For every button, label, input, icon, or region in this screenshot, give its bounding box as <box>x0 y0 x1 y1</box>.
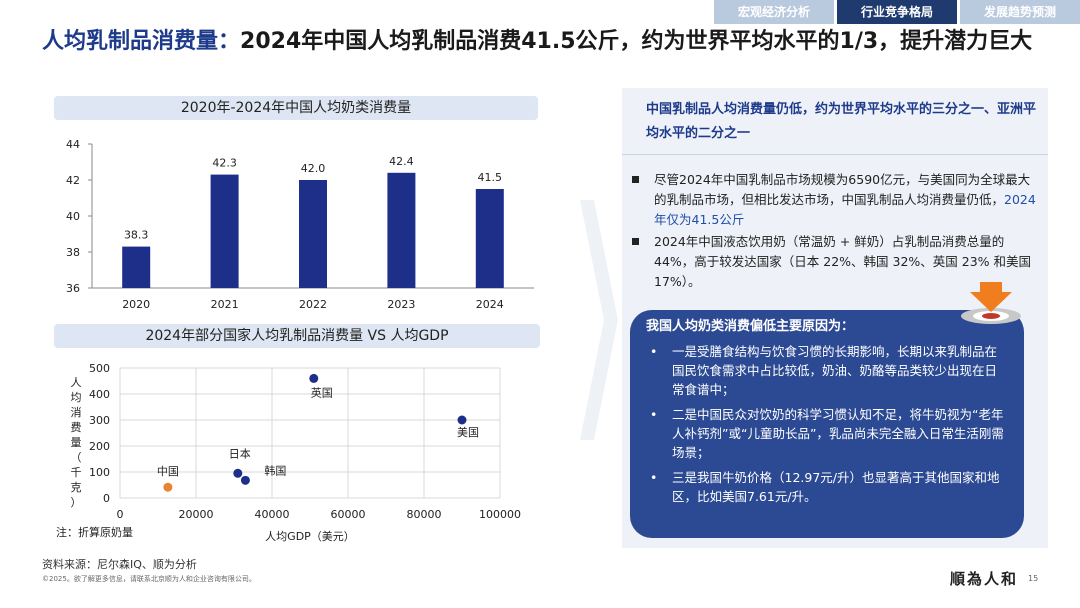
insight-heading: 中国乳制品人均消费量仍低，约为世界平均水平的三分之一、亚洲平均水平的二分之一 <box>646 102 1037 141</box>
x-tick-label: 2023 <box>387 298 415 311</box>
bar-value-label: 42.3 <box>212 157 237 170</box>
heading-divider <box>622 154 1048 155</box>
title-text: 2024年中国人均乳制品消费41.5公斤，约为世界平均水平的1/3，提升潜力巨大 <box>240 29 1033 54</box>
bar-chart: 36 38 40 42 44 38.3 2020 42.3 2021 42.0 2022 42.4 20… <box>66 138 534 311</box>
page-number: 15 <box>1028 574 1039 583</box>
bullet-dot-icon: • <box>650 470 658 485</box>
bullet-market-size: 尽管2024年中国乳制品市场规模为6590亿元，与美国同为全球最大的乳制品市场，… <box>630 170 1040 230</box>
bar <box>210 174 239 288</box>
y-tick-label: 40 <box>66 210 80 223</box>
y-tick-label: 36 <box>66 282 80 295</box>
chart-note: 注：折算原奶量 <box>56 526 133 539</box>
reason-item: • 三是我国牛奶价格（12.97元/升）也显著高于其他国家和地区，比如美国7.61… <box>646 468 1008 506</box>
y-tick-label: 38 <box>66 246 80 259</box>
source-text: 资料来源：尼尔森IQ、顺为分析 <box>42 558 197 571</box>
scatter-chart: 0 100 200 300 400 500 0 20000 40000 60000 80000 100… <box>71 362 522 543</box>
bar <box>387 172 416 288</box>
y-tick-label: 200 <box>89 440 110 453</box>
bullet-dot-icon: • <box>650 344 658 359</box>
bar-chart-title: 2020年-2024年中国人均奶类消费量 <box>54 96 538 120</box>
y-tick-label: 44 <box>66 138 80 151</box>
bullet-liquid-milk: 2024年中国液态饮用奶（常温奶 + 鲜奶）占乳制品消费总量的 44%，高于较发… <box>630 232 1040 292</box>
x-tick-label: 60000 <box>331 508 366 521</box>
bar-value-label: 41.5 <box>478 171 503 184</box>
x-tick-label: 40000 <box>255 508 290 521</box>
y-tick-label: 100 <box>89 466 110 479</box>
x-tick-label: 2020 <box>122 298 150 311</box>
scatter-point <box>457 415 467 425</box>
reason-item: • 二是中国民众对饮奶的科学习惯认知不足，将牛奶视为“老年人补钙剂”或“儿童助长品… <box>646 405 1008 462</box>
bullet-dot-icon: • <box>650 407 658 422</box>
x-axis-label: 人均GDP（美元） <box>265 530 355 543</box>
point-label: 美国 <box>457 426 479 439</box>
reasons-list: • 一是受膳食结构与饮食习惯的长期影响，长期以来乳制品在国民饮食需求中占比较低，奶… <box>646 342 1008 506</box>
y-tick-label: 500 <box>89 362 110 375</box>
bar <box>475 189 504 288</box>
insight-bullets: 尽管2024年中国乳制品市场规模为6590亿元，与美国同为全球最大的乳制品市场，… <box>630 170 1040 294</box>
reason-text: 二是中国民众对饮奶的科学习惯认知不足，将牛奶视为“老年人补钙剂”或“儿童助长品”… <box>672 407 1004 460</box>
bullet2-text: 2024年中国液态饮用奶（常温奶 + 鲜奶）占乳制品消费总量的 44%，高于较发… <box>654 234 1032 289</box>
x-tick-label: 80000 <box>407 508 442 521</box>
reason-text: 三是我国牛奶价格（12.97元/升）也显著高于其他国家和地区，比如美国7.61元… <box>672 470 1000 504</box>
scatter-point <box>240 475 250 485</box>
top-nav: 宏观经济分析 行业竞争格局 发展趋势预测 <box>711 0 1080 24</box>
reasons-title: 我国人均奶类消费偏低主要原因为： <box>646 319 855 334</box>
y-tick-label: 42 <box>66 174 80 187</box>
copyright-text: ©2025。欲了解更多信息，请联系北京顺为人和企业咨询有限公司。 <box>42 575 256 583</box>
bar-value-label: 42.0 <box>301 162 326 175</box>
scatter-point <box>163 482 173 492</box>
scatter-point <box>309 373 319 383</box>
x-tick-label: 2021 <box>211 298 239 311</box>
reasons-box: 我国人均奶类消费偏低主要原因为： • 一是受膳食结构与饮食习惯的长期影响，长期以来… <box>630 310 1024 538</box>
point-label: 英国 <box>311 385 333 399</box>
tab-trend-forecast[interactable]: 发展趋势预测 <box>960 0 1080 24</box>
y-tick-label: 400 <box>89 388 110 401</box>
company-logo: 順為人和 <box>950 570 1019 588</box>
chevron-arrow-icon <box>580 200 618 440</box>
square-bullet-icon <box>632 238 639 245</box>
y-tick-label: 300 <box>89 414 110 427</box>
point-label: 中国 <box>157 465 179 478</box>
y-axis-label: 人均消费量（千克） <box>71 376 82 509</box>
tab-macro-economy[interactable]: 宏观经济分析 <box>714 0 834 24</box>
bullet1-highlight: 2024年仅为41.5公斤 <box>654 192 1036 227</box>
x-tick-label: 20000 <box>179 508 214 521</box>
scatter-chart-title: 2024年部分国家人均乳制品消费量 VS 人均GDP <box>54 324 540 348</box>
y-tick-label: 0 <box>103 492 110 505</box>
x-tick-label: 0 <box>117 508 124 521</box>
bar-value-label: 42.4 <box>389 155 414 168</box>
page-title: 人均乳制品消费量：2024年中国人均乳制品消费41.5公斤，约为世界平均水平的1… <box>42 28 1042 56</box>
bar <box>122 246 151 288</box>
bullet1-text: 尽管2024年中国乳制品市场规模为6590亿元，与美国同为全球最大的乳制品市场，… <box>654 172 1031 207</box>
x-tick-label: 2024 <box>476 298 504 311</box>
point-label: 韩国 <box>264 463 286 477</box>
title-highlight: 人均乳制品消费量： <box>42 29 241 54</box>
x-tick-label: 100000 <box>479 508 521 521</box>
reason-item: • 一是受膳食结构与饮食习惯的长期影响，长期以来乳制品在国民饮食需求中占比较低，奶… <box>646 342 1008 399</box>
reason-text: 一是受膳食结构与饮食习惯的长期影响，长期以来乳制品在国民饮食需求中占比较低，奶油… <box>672 344 998 397</box>
scatter-point <box>233 468 243 478</box>
square-bullet-icon <box>632 176 639 183</box>
point-label: 日本 <box>229 446 251 460</box>
target-arrow-icon <box>961 282 1021 324</box>
bar <box>299 180 327 288</box>
tab-industry-competition[interactable]: 行业竞争格局 <box>837 0 957 24</box>
x-tick-label: 2022 <box>299 298 327 311</box>
bar-value-label: 38.3 <box>124 229 149 242</box>
